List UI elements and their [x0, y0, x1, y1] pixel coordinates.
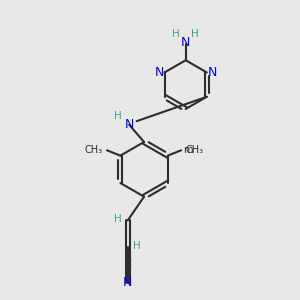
Text: H: H [114, 214, 122, 224]
Text: C: C [124, 259, 131, 269]
Text: N: N [123, 276, 132, 290]
Text: CH₃: CH₃ [84, 145, 103, 155]
Text: m: m [183, 145, 192, 155]
Text: N: N [154, 66, 164, 79]
Text: N: N [124, 118, 134, 131]
Text: H: H [172, 29, 180, 39]
Text: H: H [133, 241, 141, 251]
Text: H: H [114, 111, 122, 122]
Text: N: N [207, 66, 217, 79]
Text: CH₃: CH₃ [186, 145, 204, 155]
Text: H: H [191, 29, 199, 39]
Text: N: N [181, 36, 190, 49]
